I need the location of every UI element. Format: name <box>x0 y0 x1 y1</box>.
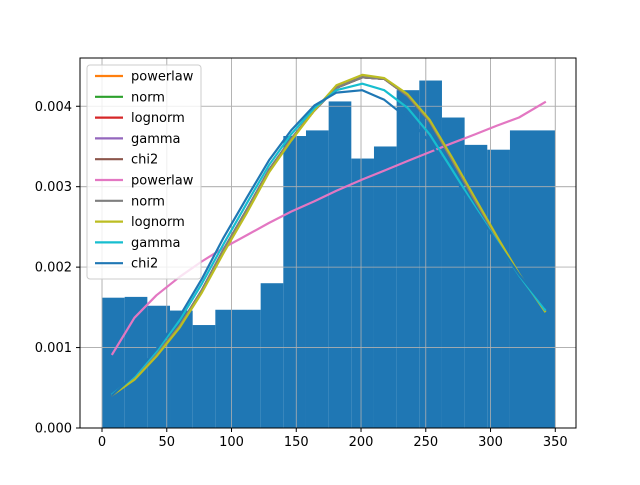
x-tick-label: 350 <box>543 435 568 450</box>
x-tick-label: 50 <box>158 435 175 450</box>
legend-label: chi2 <box>131 257 158 272</box>
histogram-bar <box>283 136 306 429</box>
histogram-bar <box>509 130 556 429</box>
legend-label: lognorm <box>131 215 185 230</box>
legend-label: chi2 <box>131 153 158 168</box>
legend-label: gamma <box>131 236 181 251</box>
y-axis-ticks: 0.000 0.001 0.002 0.003 0.004 <box>35 100 80 437</box>
histogram-bar <box>441 117 465 429</box>
histogram-bar <box>328 101 352 428</box>
legend-label: norm <box>131 194 165 209</box>
histogram-bar <box>487 149 510 428</box>
histogram-bar <box>170 310 193 428</box>
x-tick-label: 100 <box>219 435 244 450</box>
legend-label: lognorm <box>131 111 185 126</box>
histogram-bar <box>419 80 442 429</box>
y-tick-label: 0.003 <box>35 180 72 195</box>
x-tick-label: 300 <box>478 435 503 450</box>
histogram-bar <box>305 130 329 429</box>
histogram-bar <box>351 158 374 429</box>
legend-label: norm <box>131 90 165 105</box>
x-tick-label: 150 <box>284 435 309 450</box>
histogram-bar <box>192 325 216 428</box>
histogram-bar <box>396 90 420 428</box>
series-lines <box>110 73 547 397</box>
y-tick-label: 0.004 <box>35 100 72 115</box>
y-tick-label: 0.000 <box>35 422 72 437</box>
histogram-bar <box>373 146 397 428</box>
legend-label: gamma <box>131 132 181 147</box>
x-tick-label: 200 <box>349 435 374 450</box>
axes-frame <box>79 57 577 429</box>
histogram-bar <box>237 309 261 428</box>
y-tick-label: 0.002 <box>35 261 72 276</box>
legend-label: powerlaw <box>131 174 194 189</box>
x-axis-ticks: 0 50 100 150 200 250 300 350 <box>98 428 568 450</box>
legend[interactable]: powerlaw norm lognorm gamma chi2 powerlaw norm… <box>86 64 202 280</box>
x-tick-label: 250 <box>413 435 438 450</box>
histogram-bar <box>215 309 238 428</box>
series-line-chi2-9 <box>110 89 547 397</box>
legend-label: powerlaw <box>131 70 194 85</box>
histogram-bar <box>260 283 284 428</box>
histogram-bar <box>102 297 125 428</box>
histogram-bars <box>80 58 576 429</box>
histogram-bar <box>124 296 148 428</box>
x-tick-label: 0 <box>98 435 106 450</box>
y-tick-label: 0.001 <box>35 341 72 356</box>
